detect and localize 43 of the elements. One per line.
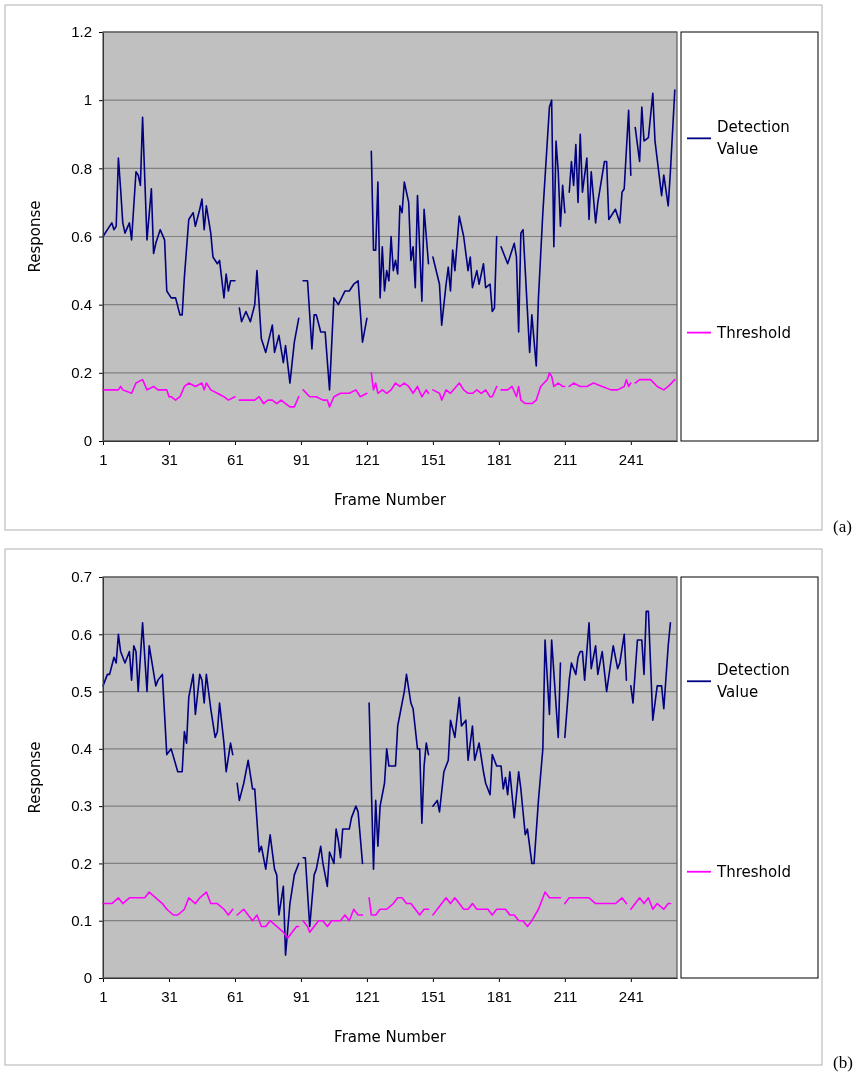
x-tick-label: 241 (618, 987, 644, 1005)
y-tick-label: 0 (83, 432, 92, 450)
y-tick-label: 1.2 (71, 23, 92, 41)
x-tick-label: 121 (354, 987, 380, 1005)
x-tick-label: 61 (227, 987, 244, 1005)
y-axis-title: Response (26, 200, 44, 273)
x-tick-label: 31 (161, 450, 178, 468)
y-tick-label: 0.2 (71, 854, 92, 872)
legend-label: Threshold (716, 323, 791, 342)
y-tick-label: 0.1 (71, 912, 92, 930)
x-tick-label: 241 (618, 450, 644, 468)
x-tick-label: 181 (486, 450, 512, 468)
x-axis-title: Frame Number (334, 491, 447, 509)
x-tick-label: 151 (420, 450, 446, 468)
y-tick-label: 0.7 (71, 568, 92, 586)
y-tick-label: 0.4 (71, 295, 92, 313)
x-tick-label: 211 (553, 450, 578, 468)
y-axis-title: Response (26, 741, 44, 814)
x-tick-label: 31 (161, 987, 178, 1005)
x-tick-label: 1 (99, 987, 108, 1005)
x-axis-title: Frame Number (334, 1028, 447, 1046)
x-tick-label: 181 (486, 987, 512, 1005)
x-tick-label: 61 (227, 450, 244, 468)
x-tick-label: 91 (293, 450, 310, 468)
x-tick-label: 151 (420, 987, 446, 1005)
y-tick-label: 0.3 (71, 797, 92, 815)
text: (a) (833, 517, 852, 536)
y-tick-label: 1 (83, 91, 92, 109)
y-tick-label: 0.8 (71, 159, 92, 177)
y-tick-label: 0.4 (71, 740, 92, 758)
x-tick-label: 211 (553, 987, 578, 1005)
y-tick-label: 0.2 (71, 364, 92, 382)
legend-label: Detection Value (717, 661, 790, 702)
x-tick-label: 91 (293, 987, 310, 1005)
y-tick-label: 0 (83, 969, 92, 987)
x-tick-label: 1 (99, 450, 108, 468)
legend-label: Threshold (716, 862, 791, 881)
y-tick-label: 0.5 (71, 682, 92, 700)
y-tick-label: 0.6 (71, 625, 92, 643)
text: (b) (833, 1053, 853, 1072)
y-tick-label: 0.6 (71, 227, 92, 245)
x-tick-label: 121 (354, 450, 380, 468)
legend-label: Detection Value (717, 118, 790, 159)
